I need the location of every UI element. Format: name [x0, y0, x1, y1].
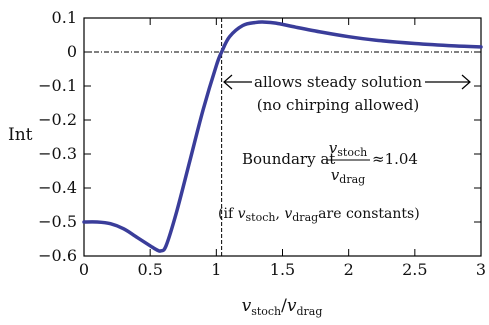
boundary-value: ≈1.04: [372, 150, 418, 168]
axis-ticks: 0 0.5 1 1.5 2 2.5 3 0.1 0 −0.1 −0.2 −0.3 −0.4 −0.5 −0.…: [38, 8, 486, 279]
y-tick-label: −0.5: [38, 212, 77, 231]
y-tick-label: −0.3: [38, 144, 77, 163]
x-tick-label: 1: [211, 260, 221, 279]
steady-solution-arrow: [223, 74, 471, 90]
boundary-prefix: Boundary at: [242, 150, 335, 168]
arrow-text-line1: allows steady solution: [254, 73, 422, 91]
x-tick-label: 1.5: [270, 260, 295, 279]
series-line: [82, 20, 483, 253]
x-axis-label: vstoch/vdrag: [242, 296, 323, 318]
x-tick-label: 0: [79, 260, 89, 279]
y-tick-label: −0.4: [38, 178, 77, 197]
boundary-fraction-denominator: vdrag: [331, 166, 365, 186]
x-tick-label: 3: [476, 260, 486, 279]
x-tick-label: 2: [344, 260, 354, 279]
y-tick-label: 0: [67, 42, 77, 61]
y-tick-label: 0.1: [52, 8, 77, 27]
y-tick-label: −0.1: [38, 76, 77, 95]
arrow-text-line2: (no chirping allowed): [257, 96, 420, 114]
boundary-fraction-numerator: vstoch: [329, 139, 367, 159]
x-tick-label: 0.5: [137, 260, 162, 279]
x-tick-label: 2.5: [402, 260, 427, 279]
constants-note: (if vstoch, vdragare constants): [218, 206, 420, 224]
y-tick-label: −0.2: [38, 110, 77, 129]
y-axis-label: Int: [8, 125, 33, 145]
y-tick-label: −0.6: [38, 246, 77, 265]
